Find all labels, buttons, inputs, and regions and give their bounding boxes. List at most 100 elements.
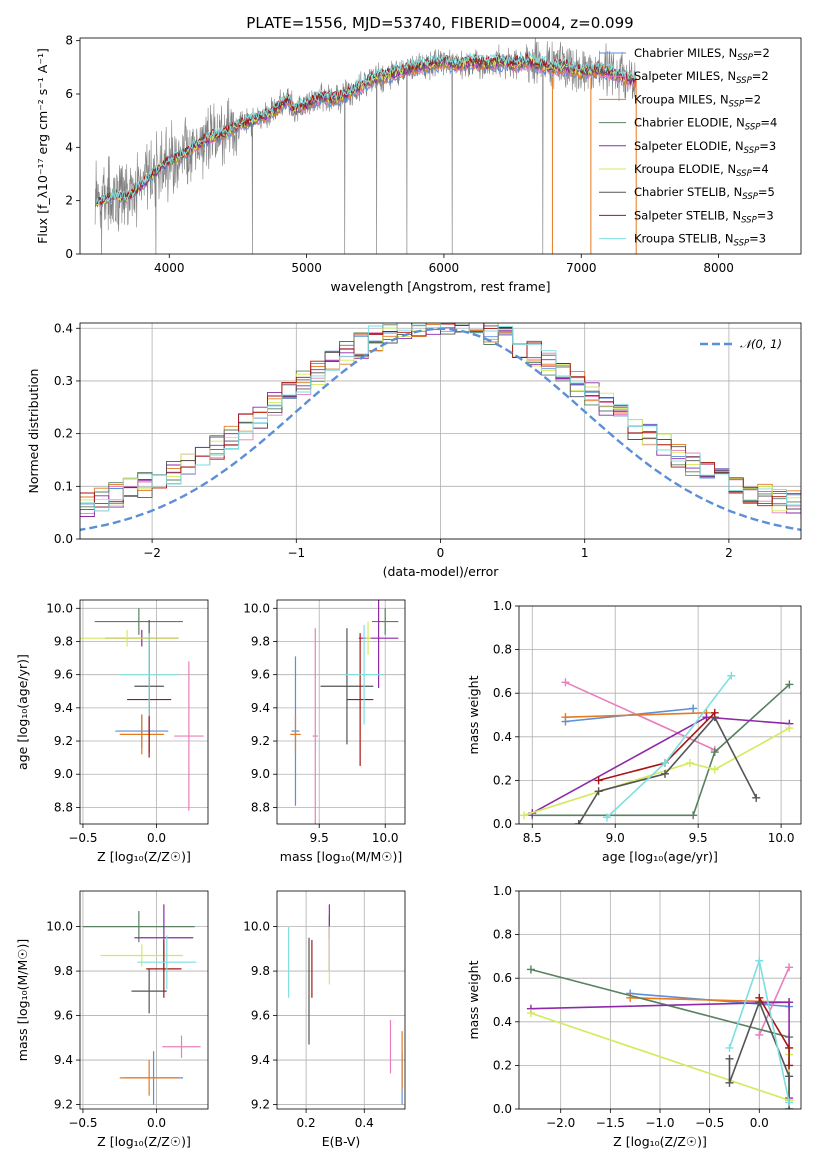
mass-vs-EBV-ytick-label-1: 9.4 — [251, 1053, 270, 1067]
age-vs-mass-ytick-label-2: 9.2 — [251, 734, 270, 748]
mass-weight-vs-age-plot-area — [519, 671, 794, 824]
mass-weight-vs-Z-ytick-label-0: 0.0 — [493, 1102, 512, 1116]
age-vs-Z-xlabel: Z [log₁₀(Z/Z☉)] — [97, 849, 191, 864]
age-vs-Z-grid — [80, 600, 208, 824]
mass-weight-vs-age-line-salpeter-elodie — [531, 716, 790, 814]
spectrum-ytick-label-0: 0 — [65, 247, 73, 261]
panel-spectrum: 4000 5000 6000 7000 8000 0 2 4 6 8 wavelength [Ang… — [35, 34, 734, 294]
mass-weight-vs-Z-marker-chabrier-stelib-3 — [785, 1072, 794, 1081]
spectrum-ytick-label-2: 4 — [65, 140, 73, 154]
spectrum-legend-label-salpeter-miles: Salpeter MILES, NSSP=2 — [634, 69, 769, 86]
mass-weight-vs-Z-series-kroupa-stelib — [725, 956, 794, 1107]
mass-weight-vs-Z-xtick-label-4: 0.0 — [750, 1116, 769, 1130]
age-vs-Z-ytick-label-0: 8.8 — [54, 800, 73, 814]
age-vs-mass-xtick-label-1: 10.0 — [372, 831, 399, 845]
spectrum-xtick-label-4: 8000 — [703, 261, 734, 275]
residuals-plot-area — [80, 323, 801, 532]
mass-weight-vs-Z-marker-salpeter-stelib-2 — [785, 1061, 794, 1070]
age-vs-mass-ytick-label-1: 9.0 — [251, 767, 270, 781]
mass-weight-vs-Z-marker-salpeter-miles-0 — [755, 1030, 764, 1039]
mass-weight-vs-age-marker-kroupa-stelib-0 — [602, 813, 611, 822]
spectrum-legend-label-chabrier-stelib: Chabrier STELIB, NSSP=5 — [634, 185, 775, 202]
mass-vs-Z-ytick-label-2: 9.6 — [54, 1009, 73, 1023]
mass-vs-Z-grid — [80, 891, 208, 1109]
age-vs-mass-ytick-label-4: 9.6 — [251, 668, 270, 682]
mass-weight-vs-age-marker-salpeter-stelib-2 — [710, 708, 719, 717]
age-vs-Z-ytick-label-6: 10.0 — [46, 601, 73, 615]
mass-weight-vs-age-line-kroupa-miles — [565, 712, 707, 718]
mass-weight-vs-age-marker-kroupa-elodie-0 — [519, 811, 528, 820]
spectrum-xtick-label-1: 5000 — [291, 261, 322, 275]
mass-weight-vs-age-marker-chabrier-elodie-3 — [785, 680, 794, 689]
mass-vs-Z-point-kroupa-elodie — [100, 944, 183, 967]
mass-weight-vs-age-ytick-label-0: 0.0 — [493, 817, 512, 831]
mass-weight-vs-Z-ytick-label-4: 0.8 — [493, 928, 512, 942]
mass-weight-vs-age-ytick-label-3: 0.6 — [493, 686, 512, 700]
mass-weight-vs-Z-series-chabrier-stelib — [725, 998, 794, 1109]
mass-weight-vs-age-marker-kroupa-elodie-3 — [785, 724, 794, 733]
mass-vs-EBV-plot-area — [288, 904, 403, 1105]
mass-weight-vs-Z-marker-salpeter-stelib-0 — [755, 993, 764, 1002]
mass-weight-vs-Z-marker-salpeter-elodie-1 — [785, 998, 794, 1007]
mass-weight-vs-age-series-chabrier-stelib — [574, 713, 761, 824]
age-vs-Z-plot-area — [80, 608, 204, 811]
age-vs-Z-point-kroupa-elodie — [80, 629, 179, 647]
mass-vs-Z-point-salpeter-stelib — [146, 939, 182, 998]
mass-vs-Z-point-chabrier-elodie — [82, 911, 195, 943]
mass-weight-vs-Z-marker-kroupa-stelib-0 — [725, 1043, 734, 1052]
residuals-grid — [80, 323, 801, 540]
age-vs-mass-ytick-label-0: 8.8 — [251, 800, 270, 814]
spectrum-plot-area — [94, 38, 637, 254]
panel-mass-vs-Z: −0.5 0.0 9.2 9.4 9.6 9.8 10.0 Z [log₁₀(Z/Z☉)] ma… — [15, 891, 208, 1149]
mass-weight-vs-age-marker-chabrier-elodie-1 — [689, 811, 698, 820]
residuals-ytick-label-2: 0.2 — [54, 427, 73, 441]
age-vs-Z-ytick-label-3: 9.4 — [54, 701, 73, 715]
mass-vs-EBV-xtick-label-0: 0.2 — [297, 1116, 316, 1130]
spectrum-legend-label-salpeter-stelib: Salpeter STELIB, NSSP=3 — [634, 208, 774, 225]
mass-vs-Z-ytick-label-0: 9.2 — [54, 1098, 73, 1112]
age-vs-Z-point-kroupa-miles — [119, 714, 164, 755]
age-vs-mass-frame — [276, 599, 406, 825]
age-vs-mass-point-kroupa-elodie — [365, 621, 371, 655]
mass-weight-vs-Z-ylabel: mass weight — [466, 960, 481, 1039]
residuals-legend-label: 𝒩(0, 1) — [740, 337, 782, 351]
mass-weight-vs-Z-ytick-label-3: 0.6 — [493, 971, 512, 985]
mass-weight-vs-Z-ytick-label-2: 0.4 — [493, 1015, 512, 1029]
age-vs-Z-point-kroupa-stelib — [119, 633, 179, 717]
mass-weight-vs-age-marker-salpeter-stelib-0 — [594, 776, 603, 785]
spectrum-xtick-label-3: 7000 — [566, 261, 597, 275]
mass-weight-vs-age-xtick-label-1: 9.0 — [606, 831, 625, 845]
mass-vs-Z-plot-area — [82, 904, 201, 1105]
residuals-normal-curve — [80, 327, 801, 532]
age-vs-mass-point-chabrier-stelib — [320, 628, 374, 745]
spectrum-frame — [79, 37, 802, 255]
mass-weight-vs-Z-xtick-label-0: −2.0 — [546, 1116, 575, 1130]
age-vs-mass-point-kroupa-miles — [290, 714, 301, 755]
residuals-xtick-label-3: 1 — [581, 546, 589, 560]
mass-weight-vs-age-marker-chabrier-miles-1 — [689, 704, 698, 713]
age-vs-Z-ytick-label-1: 9.0 — [54, 767, 73, 781]
age-vs-Z-xtick-label-0: −0.5 — [68, 831, 97, 845]
panel-age-vs-mass: 9.5 10.0 8.8 9.0 9.2 9.4 9.6 9.8 10.0 mass [log₁₀… — [243, 600, 405, 864]
age-vs-Z-point-salpeter-miles — [174, 661, 204, 811]
mass-weight-vs-age-line-chabrier-elodie — [532, 683, 790, 817]
mass-weight-vs-Z-xtick-label-3: −0.5 — [695, 1116, 724, 1130]
age-vs-mass-ytick-label-3: 9.4 — [251, 701, 270, 715]
age-vs-Z-ytick-label-2: 9.2 — [54, 734, 73, 748]
mass-weight-vs-age-marker-kroupa-elodie-2 — [710, 765, 719, 774]
age-vs-Z-xtick-label-1: 0.0 — [147, 831, 166, 845]
mass-weight-vs-age-xtick-label-2: 9.5 — [689, 831, 708, 845]
residuals-xlabel: (data-model)/error — [383, 564, 500, 579]
mass-weight-vs-age-marker-kroupa-miles-0 — [561, 713, 570, 722]
mass-weight-vs-Z-marker-salpeter-miles-1 — [785, 963, 794, 972]
mass-weight-vs-Z-marker-chabrier-stelib-0 — [725, 1054, 734, 1063]
age-vs-mass-ytick-label-6: 10.0 — [243, 601, 270, 615]
age-vs-mass-grid — [277, 600, 405, 824]
mass-weight-vs-Z-ytick-label-1: 0.2 — [493, 1058, 512, 1072]
panel-mass-vs-EBV: 0.2 0.4 9.2 9.4 9.6 9.8 10.0 E(B-V) — [243, 891, 405, 1149]
age-vs-mass-point-salpeter-miles — [312, 628, 318, 824]
age-vs-mass-plot-area — [290, 600, 399, 824]
mass-weight-vs-age-ytick-label-4: 0.8 — [493, 643, 512, 657]
mass-vs-Z-point-kroupa-miles — [119, 1060, 179, 1096]
mass-vs-Z-xtick-label-1: 0.0 — [147, 1116, 166, 1130]
